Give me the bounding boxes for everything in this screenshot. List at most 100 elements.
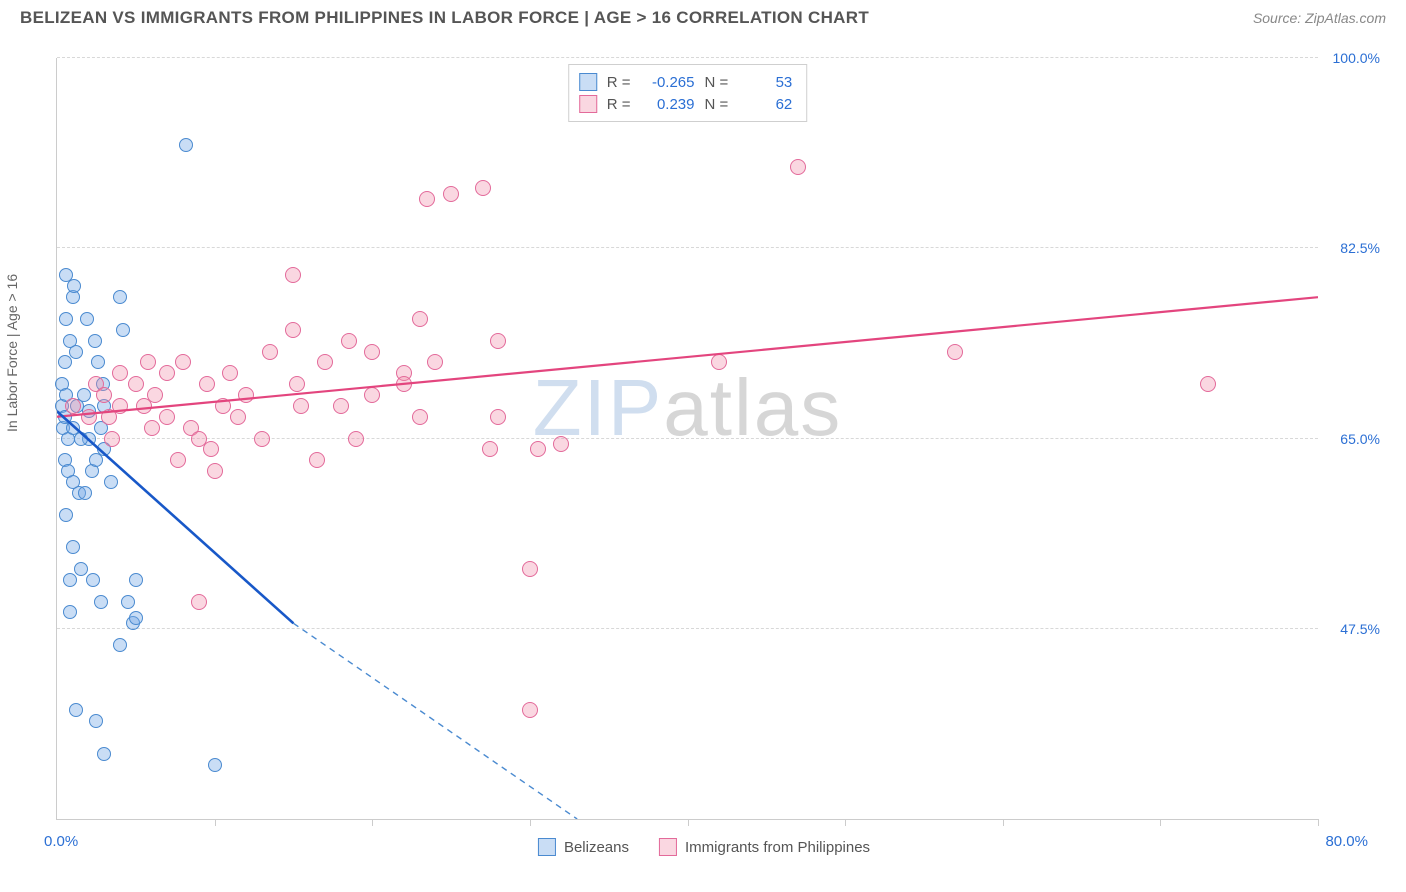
data-point	[522, 561, 538, 577]
x-min-label: 0.0%	[44, 833, 78, 850]
data-point	[711, 354, 727, 370]
data-point	[144, 420, 160, 436]
data-point	[208, 758, 222, 772]
watermark: ZIPatlas	[533, 362, 842, 454]
data-point	[285, 267, 301, 283]
data-point	[78, 486, 92, 500]
legend-swatch-pink	[579, 95, 597, 113]
data-point	[790, 159, 806, 175]
data-point	[69, 703, 83, 717]
data-point	[396, 376, 412, 392]
gridline	[57, 247, 1318, 248]
data-point	[89, 714, 103, 728]
data-point	[59, 312, 73, 326]
data-point	[254, 431, 270, 447]
gridline	[57, 628, 1318, 629]
data-point	[112, 365, 128, 381]
gridline	[57, 438, 1318, 439]
data-point	[96, 387, 112, 403]
n-value-blue: 53	[734, 74, 792, 91]
data-point	[285, 322, 301, 338]
r-value-pink: 0.239	[637, 96, 695, 113]
legend-label-blue: Belizeans	[564, 839, 629, 856]
data-point	[88, 334, 102, 348]
data-point	[97, 747, 111, 761]
data-point	[475, 180, 491, 196]
watermark-right: atlas	[663, 363, 842, 452]
x-tick	[1318, 819, 1319, 826]
data-point	[419, 191, 435, 207]
data-point	[947, 344, 963, 360]
legend-swatch-blue	[579, 73, 597, 91]
data-point	[159, 409, 175, 425]
x-tick	[215, 819, 216, 826]
data-point	[175, 354, 191, 370]
data-point	[199, 376, 215, 392]
data-point	[63, 605, 77, 619]
legend-label-pink: Immigrants from Philippines	[685, 839, 870, 856]
title-bar: BELIZEAN VS IMMIGRANTS FROM PHILIPPINES …	[0, 0, 1406, 32]
data-point	[522, 702, 538, 718]
data-point	[364, 344, 380, 360]
y-axis-label: In Labor Force | Age > 16	[4, 274, 20, 432]
trend-lines-layer	[57, 58, 1318, 819]
data-point	[140, 354, 156, 370]
data-point	[191, 594, 207, 610]
data-point	[333, 398, 349, 414]
data-point	[1200, 376, 1216, 392]
data-point	[364, 387, 380, 403]
data-point	[94, 595, 108, 609]
data-point	[63, 573, 77, 587]
legend-item-pink: Immigrants from Philippines	[659, 838, 870, 856]
data-point	[147, 387, 163, 403]
data-point	[59, 508, 73, 522]
data-point	[179, 138, 193, 152]
data-point	[317, 354, 333, 370]
data-point	[412, 409, 428, 425]
data-point	[207, 463, 223, 479]
data-point	[293, 398, 309, 414]
legend-swatch-pink-2	[659, 838, 677, 856]
gridline	[57, 57, 1318, 58]
r-value-blue: -0.265	[637, 74, 695, 91]
chart-title: BELIZEAN VS IMMIGRANTS FROM PHILIPPINES …	[20, 8, 869, 28]
data-point	[66, 540, 80, 554]
data-point	[490, 409, 506, 425]
data-point	[121, 595, 135, 609]
data-point	[530, 441, 546, 457]
data-point	[65, 398, 81, 414]
source-label: Source: ZipAtlas.com	[1253, 10, 1386, 26]
correlation-legend-row-blue: R =-0.265 N =53	[579, 71, 793, 93]
data-point	[309, 452, 325, 468]
data-point	[203, 441, 219, 457]
legend-swatch-blue-2	[538, 838, 556, 856]
data-point	[59, 268, 73, 282]
plot-area: ZIPatlas R =-0.265 N =53 R =0.239 N =62 …	[56, 58, 1318, 820]
x-tick	[1003, 819, 1004, 826]
y-tick-label: 47.5%	[1340, 621, 1380, 637]
data-point	[104, 475, 118, 489]
n-value-pink: 62	[734, 96, 792, 113]
x-tick	[688, 819, 689, 826]
data-point	[91, 355, 105, 369]
y-tick-label: 82.5%	[1340, 240, 1380, 256]
data-point	[553, 436, 569, 452]
data-point	[69, 345, 83, 359]
data-point	[113, 638, 127, 652]
data-point	[238, 387, 254, 403]
x-tick	[1160, 819, 1161, 826]
data-point	[341, 333, 357, 349]
data-point	[443, 186, 459, 202]
correlation-legend-row-pink: R =0.239 N =62	[579, 93, 793, 115]
data-point	[129, 611, 143, 625]
data-point	[80, 312, 94, 326]
data-point	[159, 365, 175, 381]
data-point	[128, 376, 144, 392]
data-point	[129, 573, 143, 587]
data-point	[86, 573, 100, 587]
data-point	[113, 290, 127, 304]
data-point	[427, 354, 443, 370]
chart-area: In Labor Force | Age > 16 ZIPatlas R =-0…	[20, 44, 1388, 864]
data-point	[81, 409, 97, 425]
data-point	[215, 398, 231, 414]
